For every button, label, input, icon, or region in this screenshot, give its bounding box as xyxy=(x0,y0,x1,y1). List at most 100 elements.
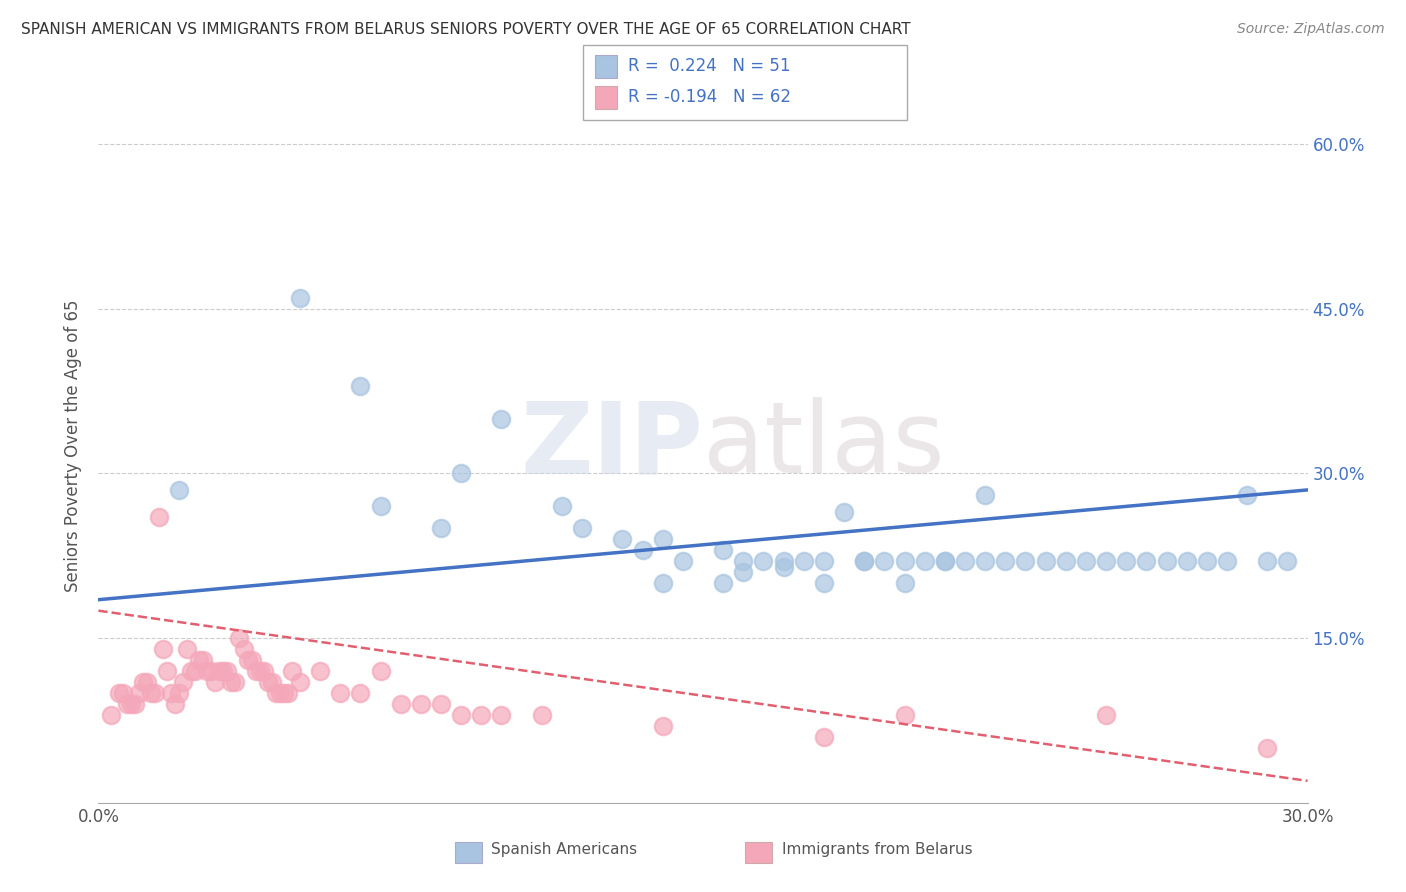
Point xyxy=(893,708,915,723)
Point xyxy=(253,664,276,678)
Point xyxy=(612,533,634,547)
Point xyxy=(551,500,574,514)
Point xyxy=(245,664,267,678)
Point xyxy=(224,675,246,690)
Point xyxy=(240,653,263,667)
Point xyxy=(914,554,936,568)
Point xyxy=(269,686,291,700)
Point xyxy=(128,686,150,700)
Point xyxy=(160,686,183,700)
Point xyxy=(491,708,513,723)
Point xyxy=(1095,554,1118,568)
Point xyxy=(217,664,239,678)
Point xyxy=(188,653,211,667)
Point xyxy=(309,664,332,678)
Y-axis label: Seniors Poverty Over the Age of 65: Seniors Poverty Over the Age of 65 xyxy=(65,300,83,592)
Point xyxy=(571,521,593,535)
Point xyxy=(813,730,835,744)
Point xyxy=(651,576,673,591)
Point xyxy=(853,554,876,568)
Point xyxy=(530,708,553,723)
Point xyxy=(184,664,207,678)
Point xyxy=(1256,740,1278,755)
Point xyxy=(208,664,231,678)
Point xyxy=(176,642,198,657)
Point xyxy=(409,697,432,711)
Point xyxy=(1074,554,1097,568)
Point xyxy=(172,675,194,690)
Point xyxy=(873,554,896,568)
Point xyxy=(953,554,976,568)
Point xyxy=(1135,554,1157,568)
Point xyxy=(672,554,695,568)
Point xyxy=(124,697,146,711)
Point xyxy=(793,554,815,568)
Point xyxy=(228,631,250,645)
Point xyxy=(974,554,997,568)
Point xyxy=(450,708,472,723)
Point xyxy=(1115,554,1137,568)
Point xyxy=(288,675,311,690)
Point xyxy=(772,559,794,574)
Point xyxy=(256,675,278,690)
Point xyxy=(491,411,513,425)
Point xyxy=(221,675,243,690)
Point xyxy=(148,510,170,524)
Point xyxy=(1156,554,1178,568)
Text: R = -0.194   N = 62: R = -0.194 N = 62 xyxy=(628,88,792,106)
Point xyxy=(470,708,492,723)
Point xyxy=(260,675,283,690)
Text: Source: ZipAtlas.com: Source: ZipAtlas.com xyxy=(1237,22,1385,37)
Point xyxy=(1256,554,1278,568)
Text: R =  0.224   N = 51: R = 0.224 N = 51 xyxy=(628,57,792,75)
Point xyxy=(204,675,226,690)
Point xyxy=(349,686,371,700)
Point xyxy=(430,521,453,535)
Point xyxy=(193,653,215,667)
FancyBboxPatch shape xyxy=(745,842,772,863)
Text: Immigrants from Belarus: Immigrants from Belarus xyxy=(782,842,972,856)
Point xyxy=(1195,554,1218,568)
Point xyxy=(832,505,855,519)
Point xyxy=(120,697,142,711)
Point xyxy=(232,642,254,657)
Point xyxy=(893,576,915,591)
Point xyxy=(934,554,956,568)
Point xyxy=(1236,488,1258,502)
Point xyxy=(711,543,734,558)
Point xyxy=(264,686,287,700)
Point xyxy=(813,554,835,568)
Point xyxy=(139,686,162,700)
Point xyxy=(156,664,179,678)
Point xyxy=(1014,554,1036,568)
Point xyxy=(450,467,472,481)
Point xyxy=(115,697,138,711)
Point xyxy=(370,664,392,678)
Point xyxy=(1277,554,1299,568)
Point xyxy=(1095,708,1118,723)
Point xyxy=(281,664,304,678)
Point xyxy=(249,664,271,678)
Point xyxy=(111,686,134,700)
Point xyxy=(288,291,311,305)
Point xyxy=(733,554,755,568)
Point xyxy=(772,554,794,568)
Point xyxy=(1216,554,1239,568)
Point xyxy=(853,554,876,568)
Point xyxy=(1035,554,1057,568)
Point xyxy=(651,719,673,733)
Point xyxy=(994,554,1017,568)
Point xyxy=(631,543,654,558)
FancyBboxPatch shape xyxy=(456,842,482,863)
Point xyxy=(893,554,915,568)
Point xyxy=(1175,554,1198,568)
Point xyxy=(236,653,259,667)
Point xyxy=(389,697,412,711)
Point xyxy=(163,697,186,711)
Point xyxy=(370,500,392,514)
Text: atlas: atlas xyxy=(703,398,945,494)
Point xyxy=(167,483,190,497)
Point xyxy=(813,576,835,591)
Point xyxy=(329,686,352,700)
Point xyxy=(277,686,299,700)
